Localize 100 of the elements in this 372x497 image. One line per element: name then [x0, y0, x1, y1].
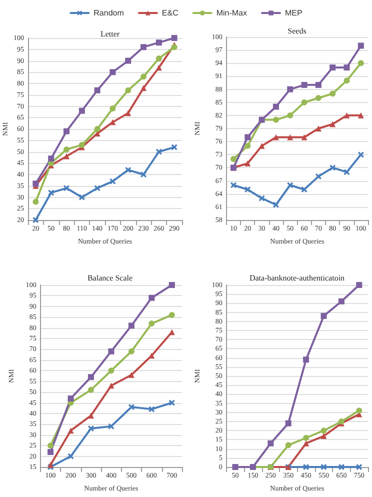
point	[48, 156, 54, 162]
point	[244, 186, 251, 192]
point	[32, 198, 39, 205]
point	[128, 322, 134, 329]
point	[344, 169, 350, 176]
point	[108, 423, 114, 430]
point	[315, 82, 322, 88]
point	[258, 195, 265, 202]
point	[68, 395, 74, 402]
point	[303, 356, 310, 363]
point	[338, 464, 344, 470]
point	[356, 464, 362, 470]
point	[140, 172, 146, 178]
point	[358, 60, 364, 66]
point	[110, 178, 116, 184]
legend-label: Min-Max	[216, 8, 248, 18]
point	[287, 112, 294, 118]
point	[315, 126, 322, 132]
chart-title: Data-banknote-authenticatoin	[249, 274, 345, 282]
point	[88, 425, 94, 432]
point	[125, 110, 132, 116]
point	[108, 382, 114, 389]
point	[320, 312, 327, 319]
point	[330, 64, 336, 70]
point	[171, 35, 178, 41]
point	[128, 404, 134, 410]
point	[94, 185, 100, 192]
point	[168, 312, 175, 318]
point	[330, 121, 336, 128]
point	[94, 87, 100, 94]
chart-title: Letter	[100, 30, 120, 38]
point	[156, 40, 162, 46]
point	[125, 87, 132, 94]
point	[148, 406, 155, 412]
point	[78, 142, 85, 148]
point	[344, 112, 350, 118]
point	[171, 144, 178, 150]
point	[344, 78, 350, 84]
point	[230, 156, 236, 162]
legend-label: E&C	[162, 8, 179, 18]
point	[128, 348, 134, 354]
point	[358, 42, 364, 49]
point	[344, 64, 350, 70]
point	[110, 106, 116, 112]
point	[338, 298, 344, 304]
point	[140, 85, 146, 92]
point	[125, 166, 132, 173]
point	[125, 58, 132, 64]
chart-title: Seeds	[288, 26, 306, 36]
point	[64, 146, 70, 152]
point	[156, 148, 162, 155]
point	[168, 282, 175, 288]
point	[94, 126, 100, 132]
point	[303, 464, 310, 470]
point	[64, 185, 70, 192]
point	[301, 134, 308, 140]
point	[272, 134, 279, 140]
point	[285, 420, 292, 426]
point	[330, 164, 336, 171]
point	[68, 428, 74, 434]
point	[148, 320, 155, 327]
point	[110, 69, 116, 76]
point	[68, 453, 74, 460]
point	[78, 194, 85, 200]
point	[320, 428, 327, 434]
point	[32, 217, 39, 223]
point	[64, 153, 70, 160]
point	[48, 462, 54, 468]
point	[156, 64, 162, 71]
legend-label: Random	[94, 8, 124, 18]
point	[358, 152, 364, 158]
point	[301, 99, 308, 106]
point	[48, 442, 54, 449]
point	[287, 86, 294, 92]
point	[78, 108, 85, 114]
point	[272, 202, 279, 208]
point	[88, 374, 94, 380]
point	[148, 294, 155, 301]
point	[244, 142, 251, 149]
point	[48, 449, 54, 456]
point	[64, 128, 70, 134]
point	[88, 412, 94, 419]
legend-label: MEP	[285, 8, 302, 18]
point	[303, 434, 310, 441]
point	[171, 44, 178, 50]
point	[272, 116, 279, 123]
point	[140, 74, 146, 80]
point	[358, 112, 364, 118]
point	[108, 348, 114, 354]
point	[330, 90, 336, 97]
point	[356, 282, 362, 288]
point	[168, 400, 175, 406]
point	[230, 182, 236, 188]
point	[301, 82, 308, 88]
point	[140, 44, 146, 50]
point	[244, 160, 251, 166]
point	[244, 134, 251, 140]
point	[315, 95, 322, 101]
point	[128, 372, 134, 378]
point	[315, 173, 322, 180]
